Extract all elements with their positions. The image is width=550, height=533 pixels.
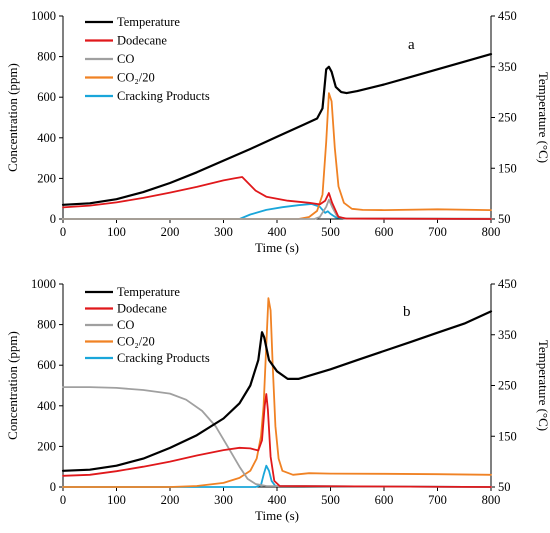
x-tick-label: 800 xyxy=(482,225,501,239)
series-line-temperature xyxy=(61,52,493,206)
y-tick-label: 400 xyxy=(37,399,56,413)
legend-entry: Dodecane xyxy=(117,302,167,316)
x-tick-label: 300 xyxy=(214,493,233,507)
x-tick-label: 200 xyxy=(161,493,180,507)
series-line-dodecane xyxy=(62,176,492,220)
y2-axis-title: Temperature (°C) xyxy=(536,340,550,431)
legend-entry: CO xyxy=(117,318,134,332)
series-line-co-20 xyxy=(62,92,492,220)
series-line-dodecane xyxy=(62,393,492,488)
y2-tick-label: 250 xyxy=(498,379,517,393)
y-tick-label: 200 xyxy=(37,439,56,453)
x-tick-label: 400 xyxy=(268,225,287,239)
y-tick-label: 800 xyxy=(37,50,56,64)
x-tick-label: 300 xyxy=(214,225,233,239)
x-tick-label: 200 xyxy=(161,225,180,239)
y2-tick-label: 450 xyxy=(498,9,517,23)
y-tick-label: 800 xyxy=(37,318,56,332)
x-axis-title: Time (s) xyxy=(255,508,299,523)
y-axis-title: Concentration (ppm) xyxy=(5,63,20,172)
legend-entry: Cracking Products xyxy=(117,351,210,365)
series-line-temperature xyxy=(61,310,493,472)
y2-axis-title: Temperature (°C) xyxy=(536,72,550,163)
y2-tick-label: 150 xyxy=(498,161,517,175)
legend-entry: CO xyxy=(117,52,134,66)
x-tick-label: 0 xyxy=(60,225,66,239)
x-tick-label: 100 xyxy=(107,493,126,507)
panel-label: b xyxy=(403,304,411,320)
y-tick-label: 200 xyxy=(37,171,56,185)
y-tick-label: 600 xyxy=(37,358,56,372)
y2-tick-label: 450 xyxy=(498,277,517,291)
y-tick-label: 0 xyxy=(50,212,56,226)
x-axis-title: Time (s) xyxy=(255,240,299,255)
legend-entry: Temperature xyxy=(117,285,180,299)
y2-tick-label: 50 xyxy=(498,212,511,226)
x-tick-label: 600 xyxy=(375,493,394,507)
legend-entry: CO₂/20 xyxy=(117,335,155,349)
y2-tick-label: 350 xyxy=(498,60,517,74)
y-tick-label: 600 xyxy=(37,90,56,104)
chart-panel-a: 0 100 200 300 400 500 600 700 800 0 200 400 600 800 10… xyxy=(5,9,550,255)
y-tick-label: 1000 xyxy=(31,277,56,291)
legend-entry: Dodecane xyxy=(117,34,167,48)
y2-tick-label: 250 xyxy=(498,111,517,125)
x-tick-label: 500 xyxy=(321,225,340,239)
x-tick-label: 500 xyxy=(321,493,340,507)
y2-tick-label: 50 xyxy=(498,480,511,494)
series-line-cracking-products xyxy=(62,464,492,488)
x-tick-label: 800 xyxy=(482,493,501,507)
y2-tick-label: 150 xyxy=(498,429,517,443)
legend-entry: Cracking Products xyxy=(117,89,210,103)
y-axis-title: Concentration (ppm) xyxy=(5,331,20,440)
y-tick-label: 400 xyxy=(37,131,56,145)
x-tick-label: 700 xyxy=(428,225,447,239)
y2-tick-label: 350 xyxy=(498,328,517,342)
x-tick-label: 700 xyxy=(428,493,447,507)
y-tick-label: 1000 xyxy=(31,9,56,23)
series-line-co xyxy=(62,386,492,488)
series-line-cracking-products xyxy=(62,203,492,220)
panel-label: a xyxy=(408,37,415,53)
x-tick-label: 100 xyxy=(107,225,126,239)
x-tick-label: 400 xyxy=(268,493,287,507)
legend-entry: CO₂/20 xyxy=(117,71,155,85)
y-tick-label: 0 xyxy=(50,480,56,494)
series-line-co-20 xyxy=(62,297,492,488)
x-tick-label: 600 xyxy=(375,225,394,239)
chart-panel-b: 0 100 200 300 400 500 600 700 800 0 200 400 600 800 10… xyxy=(5,277,550,523)
legend-entry: Temperature xyxy=(117,15,180,29)
x-tick-label: 0 xyxy=(60,493,66,507)
